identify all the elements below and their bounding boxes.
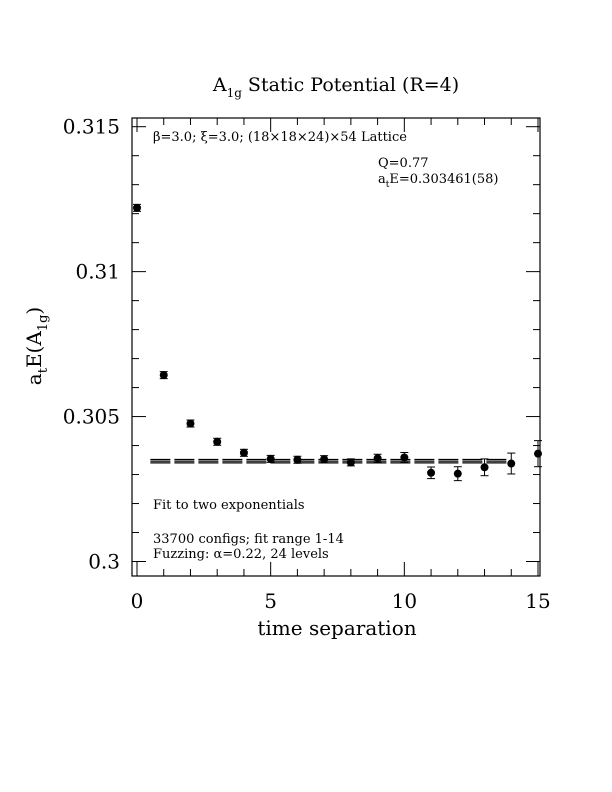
y-tick-label: 0.3 [88, 550, 120, 574]
energy-subscript: t [386, 180, 390, 190]
point-marker [400, 453, 409, 462]
point-marker [507, 459, 516, 468]
data-point [213, 437, 222, 446]
point-marker [293, 455, 302, 464]
x-tick-label: 10 [392, 589, 417, 613]
y-axis-label: atE(A1g) [22, 307, 51, 385]
chart-title-rest: Static Potential (R=4) [242, 74, 459, 96]
point-marker [427, 468, 436, 477]
y-axis-label-a: a [22, 373, 46, 385]
plot-frame [131, 117, 541, 577]
fit-annotation: Fit to two exponentials [153, 498, 305, 513]
x-tick-label: 0 [131, 589, 144, 613]
chart-title-main: A [212, 74, 227, 96]
y-axis-label-1g: 1g [36, 315, 51, 332]
data-point [373, 453, 382, 463]
axis-ticks: 0 5 10 15 0.3 0.305 0.31 0.315 [63, 115, 551, 613]
data-point [534, 440, 542, 468]
point-marker [159, 371, 168, 380]
data-points [133, 203, 542, 482]
y-tick-label: 0.315 [63, 115, 120, 139]
data-point [507, 452, 516, 475]
point-marker [213, 437, 222, 446]
y-axis-label-end: ) [22, 307, 46, 315]
point-marker [346, 458, 355, 467]
data-point [453, 466, 462, 482]
data-point [427, 466, 436, 480]
point-marker [133, 203, 141, 212]
data-point [239, 448, 248, 457]
chart-title-subscript: 1g [227, 86, 243, 100]
point-marker [453, 469, 462, 478]
point-marker [266, 454, 275, 463]
energy-value: E=0.303461(58) [389, 172, 498, 187]
data-point [480, 458, 489, 477]
y-tick-label: 0.305 [63, 405, 120, 429]
data-point [346, 458, 355, 467]
chart-title: A1g Static Potential (R=4) [212, 74, 459, 100]
fit-band [150, 458, 509, 464]
point-marker [373, 454, 382, 463]
lattice-annotation: β=3.0; ξ=3.0; (18×18×24)×54 Lattice [153, 130, 407, 145]
fuzzing-annotation: Fuzzing: α=0.22, 24 levels [153, 547, 329, 562]
point-marker [480, 463, 489, 472]
energy-prefix: a [378, 172, 386, 187]
y-axis-label-mid: E(A [22, 331, 46, 368]
point-marker [534, 449, 542, 458]
q-value-annotation: Q=0.77 [378, 156, 429, 171]
data-point [266, 454, 275, 463]
y-tick-label: 0.31 [75, 260, 120, 284]
data-point [133, 203, 141, 212]
data-point [400, 452, 409, 463]
data-point [159, 371, 168, 380]
data-point [320, 455, 329, 464]
configs-annotation: 33700 configs; fit range 1-14 [153, 532, 344, 547]
x-axis-label: time separation [257, 616, 416, 640]
x-tick-label: 15 [525, 589, 550, 613]
point-marker [239, 448, 248, 457]
point-marker [186, 419, 195, 428]
y-axis-label-t: t [36, 367, 51, 373]
data-point [186, 419, 195, 428]
x-tick-label: 5 [264, 589, 277, 613]
data-point [293, 455, 302, 464]
energy-annotation: atE=0.303461(58) [378, 172, 499, 190]
point-marker [320, 455, 329, 464]
